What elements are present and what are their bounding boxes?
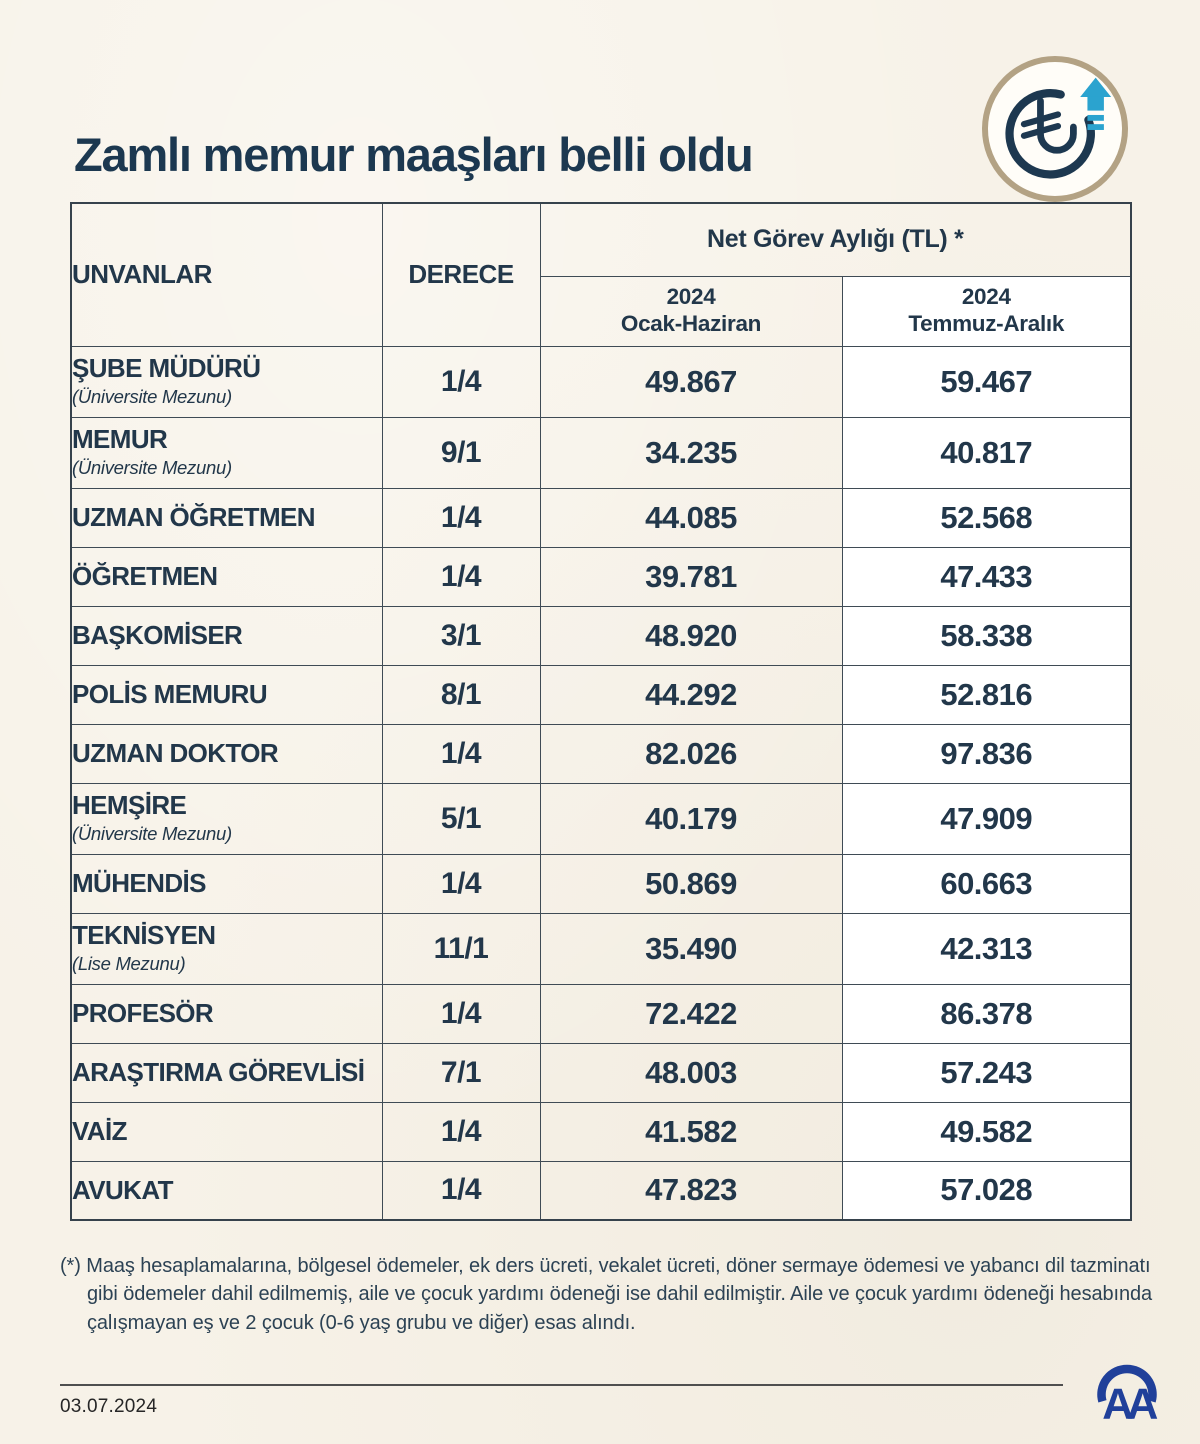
- row-value-jan-jun: 44.085: [539, 487, 843, 548]
- row-derece: 1/4: [381, 1101, 541, 1162]
- row-value-jan-jun: 39.781: [539, 546, 843, 607]
- row-value-jul-dec: 59.467: [841, 345, 1132, 418]
- row-value-jul-dec: 47.909: [841, 782, 1132, 855]
- row-title: MÜHENDİS: [72, 867, 206, 898]
- footer-divider: [60, 1384, 1063, 1386]
- row-value-jan-jun: 47.823: [539, 1160, 843, 1221]
- table-row: POLİS MEMURU 8/1 44.292 52.816: [70, 664, 1132, 725]
- table-header-row-2: 2024 Ocak-Haziran 2024 Temmuz-Aralık: [71, 275, 1132, 347]
- row-title: POLİS MEMURU: [72, 678, 268, 709]
- row-title: BAŞKOMİSER: [72, 619, 243, 650]
- row-derece: 7/1: [381, 1042, 541, 1103]
- row-value-jan-jun: 41.582: [539, 1101, 843, 1162]
- row-title: HEMŞİRE: [72, 790, 187, 821]
- row-derece: 5/1: [381, 782, 541, 855]
- row-value-jan-jun: 48.003: [539, 1042, 843, 1103]
- row-derece: 8/1: [381, 664, 541, 725]
- row-value-jan-jun: 49.867: [539, 345, 843, 418]
- aa-agency-logo: AA: [1097, 1364, 1161, 1426]
- row-value-jul-dec: 52.568: [841, 487, 1132, 548]
- row-value-jan-jun: 82.026: [539, 723, 843, 784]
- row-value-jul-dec: 86.378: [841, 983, 1132, 1044]
- row-derece: 1/4: [381, 983, 541, 1044]
- header-year-2: 2024: [961, 284, 1011, 310]
- row-title: UZMAN DOKTOR: [72, 737, 279, 768]
- header-ocak-haziran: 2024 Ocak-Haziran: [539, 275, 843, 347]
- table-row: ŞUBE MÜDÜRÜ (Üniversite Mezunu) 1/4 49.86…: [70, 345, 1132, 418]
- header-year-1: 2024: [666, 284, 716, 310]
- row-value-jul-dec: 97.836: [841, 723, 1132, 784]
- row-value-jul-dec: 58.338: [841, 605, 1132, 666]
- row-title: ÖĞRETMEN: [72, 560, 218, 591]
- row-value-jul-dec: 42.313: [841, 912, 1132, 985]
- aa-logo-text: AA: [1102, 1380, 1158, 1426]
- row-value-jan-jun: 34.235: [539, 416, 843, 489]
- table-row: UZMAN ÖĞRETMEN 1/4 44.085 52.568: [70, 487, 1132, 548]
- header-derece: DERECE: [381, 202, 541, 347]
- header-temmuz-aralik: 2024 Temmuz-Aralık: [841, 275, 1132, 347]
- row-subtitle: (Üniversite Mezunu): [72, 385, 232, 407]
- row-value-jul-dec: 47.433: [841, 546, 1132, 607]
- row-derece: 1/4: [381, 487, 541, 548]
- header-net-gorev-ayligi: Net Görev Aylığı (TL) *: [539, 202, 1132, 277]
- table-row: MÜHENDİS 1/4 50.869 60.663: [70, 853, 1132, 914]
- table-row: BAŞKOMİSER 3/1 48.920 58.338: [70, 605, 1132, 666]
- lira-increase-badge: [982, 56, 1128, 202]
- salary-table: UNVANLAR DERECE Net Görev Aylığı (TL) * …: [70, 202, 1132, 1221]
- table-row: HEMŞİRE (Üniversite Mezunu) 5/1 40.179 47…: [70, 782, 1132, 855]
- table-row: AVUKAT 1/4 47.823 57.028: [70, 1160, 1132, 1221]
- row-derece: 1/4: [381, 345, 541, 418]
- row-value-jul-dec: 49.582: [841, 1101, 1132, 1162]
- footnote: (*) Maaş hesaplamalarına, bölgesel ödeme…: [60, 1255, 1153, 1334]
- header-period-1: Ocak-Haziran: [620, 311, 762, 336]
- row-derece: 9/1: [381, 416, 541, 489]
- row-value-jan-jun: 35.490: [539, 912, 843, 985]
- lira-increase-icon: [1005, 77, 1112, 179]
- row-value-jul-dec: 57.028: [841, 1160, 1132, 1221]
- table-row: UZMAN DOKTOR 1/4 82.026 97.836: [70, 723, 1132, 784]
- row-value-jan-jun: 72.422: [539, 983, 843, 1044]
- header-unvanlar: UNVANLAR: [70, 202, 383, 347]
- header-period-2: Temmuz-Aralık: [908, 311, 1065, 336]
- row-value-jan-jun: 40.179: [539, 782, 843, 855]
- row-value-jan-jun: 50.869: [539, 853, 843, 914]
- row-derece: 11/1: [381, 912, 541, 985]
- row-title: VAİZ: [72, 1115, 128, 1146]
- row-derece: 1/4: [381, 546, 541, 607]
- row-title: AVUKAT: [72, 1174, 173, 1205]
- table-row: PROFESÖR 1/4 72.422 86.378: [70, 983, 1132, 1044]
- table-header-row-1: UNVANLAR DERECE Net Görev Aylığı (TL) *: [70, 202, 1132, 347]
- table-row: ÖĞRETMEN 1/4 39.781 47.433: [70, 546, 1132, 607]
- page-title: Zamlı memur maaşları belli oldu: [74, 128, 754, 182]
- row-value-jul-dec: 57.243: [841, 1042, 1132, 1103]
- row-value-jul-dec: 60.663: [841, 853, 1132, 914]
- row-derece: 1/4: [381, 723, 541, 784]
- row-derece: 1/4: [381, 1160, 541, 1221]
- row-value-jan-jun: 48.920: [539, 605, 843, 666]
- row-title: PROFESÖR: [72, 997, 214, 1028]
- row-value-jul-dec: 40.817: [841, 416, 1132, 489]
- row-title: UZMAN ÖĞRETMEN: [72, 501, 316, 532]
- row-title: MEMUR: [72, 424, 168, 455]
- row-value-jan-jun: 44.292: [539, 664, 843, 725]
- row-title: ARAŞTIRMA GÖREVLİSİ: [72, 1056, 365, 1087]
- row-title: ŞUBE MÜDÜRÜ: [72, 353, 261, 384]
- row-title: TEKNİSYEN: [72, 920, 216, 951]
- table-row: VAİZ 1/4 41.582 49.582: [70, 1101, 1132, 1162]
- table-row: ARAŞTIRMA GÖREVLİSİ 7/1 48.003 57.243: [70, 1042, 1132, 1103]
- row-subtitle: (Lise Mezunu): [72, 952, 186, 974]
- row-subtitle: (Üniversite Mezunu): [72, 456, 232, 478]
- row-derece: 3/1: [381, 605, 541, 666]
- row-derece: 1/4: [381, 853, 541, 914]
- publish-date: 03.07.2024: [60, 1396, 158, 1417]
- table-row: TEKNİSYEN (Lise Mezunu) 11/1 35.490 42.31…: [70, 912, 1132, 985]
- table-row: MEMUR (Üniversite Mezunu) 9/1 34.235 40.8…: [70, 416, 1132, 489]
- row-subtitle: (Üniversite Mezunu): [72, 822, 232, 844]
- row-value-jul-dec: 52.816: [841, 664, 1132, 725]
